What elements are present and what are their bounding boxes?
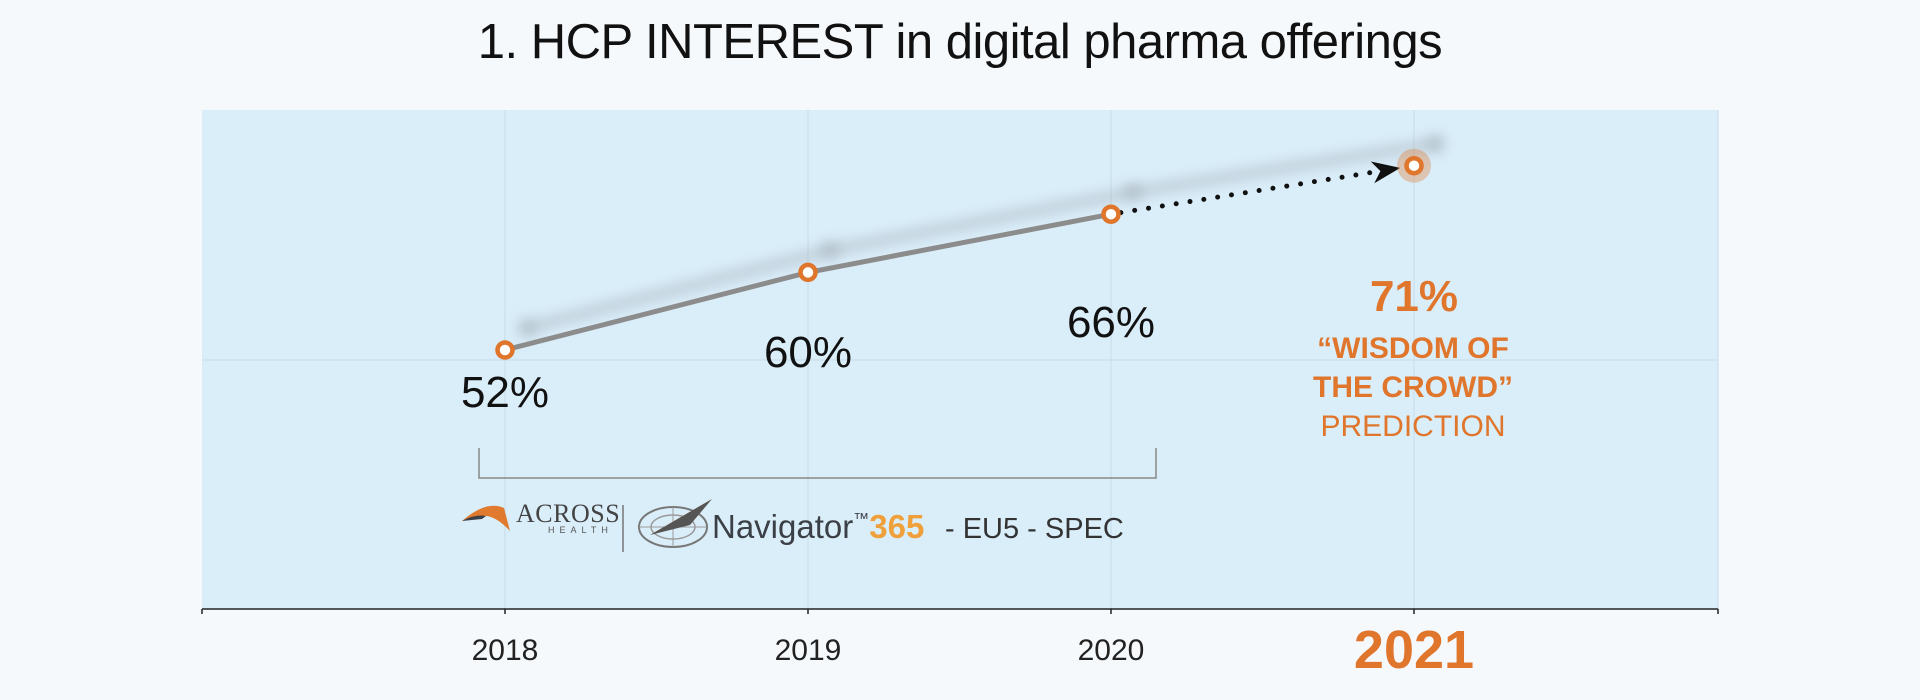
across-health-logo-icon xyxy=(462,505,510,531)
point-shadow-1 xyxy=(821,241,839,260)
x-tick-label-2018: 2018 xyxy=(472,634,539,667)
value-labels: 52% 60% 66% 71% xyxy=(461,272,1458,417)
data-series xyxy=(495,148,1431,360)
x-axis: 2018 2019 2020 2021 xyxy=(201,608,1719,680)
line-shadow-path xyxy=(525,139,1437,333)
value-label-2021: 71% xyxy=(1370,272,1458,321)
value-label-2019: 60% xyxy=(764,328,852,377)
compass-icon xyxy=(638,499,712,548)
gridlines xyxy=(202,110,1719,609)
data-point-2020 xyxy=(1101,204,1121,224)
source-logos: ACROSS HEALTH Navigator™365 - EU5 - SPEC xyxy=(462,499,1124,552)
navigator-tm: ™ xyxy=(853,511,869,528)
prediction-note-line3: PREDICTION xyxy=(1320,410,1505,443)
chart-title: 1. HCP INTEREST in digital pharma offeri… xyxy=(477,15,1443,69)
data-point-2018 xyxy=(495,340,515,360)
value-label-2020: 66% xyxy=(1067,298,1155,347)
point-shadow-2 xyxy=(1124,183,1142,202)
source-bracket xyxy=(478,448,1157,479)
point-shadow-0 xyxy=(518,319,536,337)
data-point-2021 xyxy=(1404,155,1424,176)
across-brand-sub: HEALTH xyxy=(548,525,613,535)
across-brand: ACROSS xyxy=(516,499,620,528)
x-tick-label-2021: 2021 xyxy=(1354,620,1474,680)
prediction-note-line2: THE CROWD” xyxy=(1313,371,1513,404)
navigator-logo-text: Navigator™365 xyxy=(712,508,924,545)
prediction-note-line1: “WISDOM OF xyxy=(1317,332,1509,365)
prediction-line xyxy=(1118,168,1383,216)
data-point-2019 xyxy=(798,262,818,283)
source-suffix: - EU5 - SPEC xyxy=(945,513,1124,545)
point-shadow-3 xyxy=(1427,134,1445,153)
navigator-number: 365 xyxy=(869,508,924,545)
x-tick-label-2019: 2019 xyxy=(775,634,842,667)
navigator-name: Navigator xyxy=(712,508,853,545)
value-label-2018: 52% xyxy=(461,368,549,417)
x-tick-label-2020: 2020 xyxy=(1078,634,1145,667)
line-shadow xyxy=(518,134,1445,337)
prediction-note: “WISDOM OF THE CROWD” PREDICTION xyxy=(1313,332,1513,443)
prediction-arrow-icon xyxy=(1370,161,1401,184)
